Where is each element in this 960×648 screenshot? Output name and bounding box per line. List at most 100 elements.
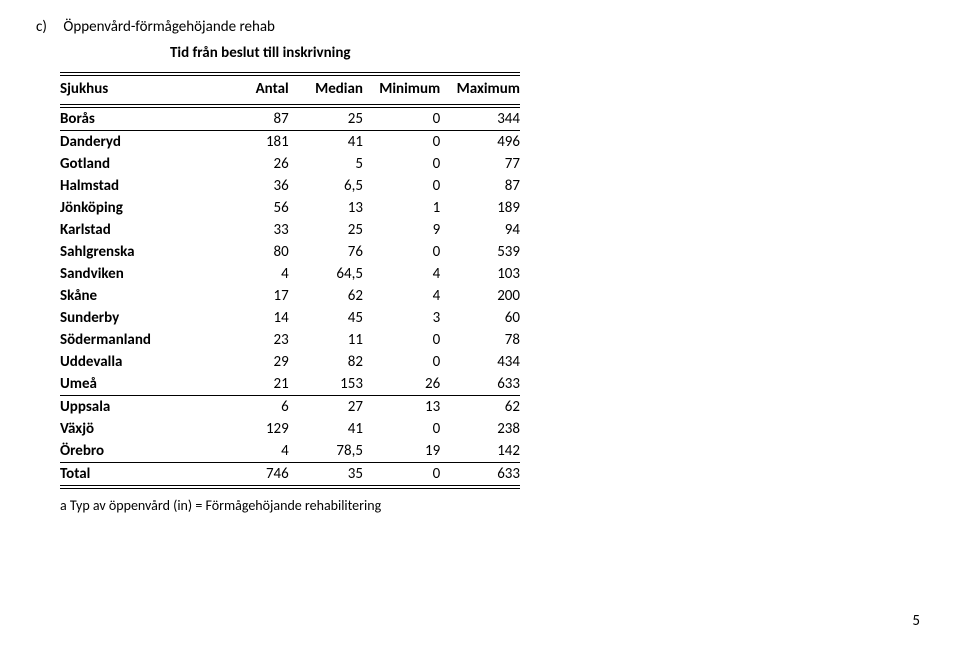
row-min: 0 — [363, 418, 440, 440]
row-min: 19 — [363, 440, 440, 462]
row-min: 0 — [363, 153, 440, 175]
row-antal: 56 — [215, 197, 289, 219]
col-maximum: Maximum — [440, 76, 520, 104]
row-label: Halmstad — [60, 175, 215, 197]
col-median: Median — [289, 76, 363, 104]
row-max: 77 — [440, 153, 520, 175]
row-antal: 21 — [215, 373, 289, 395]
row-antal: 33 — [215, 219, 289, 241]
table-row: Skåne17624200 — [60, 285, 520, 307]
row-label: Karlstad — [60, 219, 215, 241]
row-max: 78 — [440, 329, 520, 351]
row-label: Södermanland — [60, 329, 215, 351]
row-label: Skåne — [60, 285, 215, 307]
table-row: Örebro478,519142 — [60, 440, 520, 462]
row-median: 76 — [289, 241, 363, 263]
row-antal: 14 — [215, 307, 289, 329]
row-antal: 23 — [215, 329, 289, 351]
row-antal: 36 — [215, 175, 289, 197]
row-label: Uddevalla — [60, 351, 215, 373]
row-min: 0 — [363, 241, 440, 263]
table-row: Halmstad366,5087 — [60, 175, 520, 197]
row-label: Örebro — [60, 440, 215, 462]
table-row: Växjö129410238 — [60, 418, 520, 440]
table-row: Umeå2115326633 — [60, 373, 520, 395]
table-footnote: a Typ av öppenvård (in) = Förmågehöjande… — [60, 497, 900, 514]
row-max: 539 — [440, 241, 520, 263]
row-antal: 129 — [215, 418, 289, 440]
row-median: 27 — [289, 396, 363, 418]
row-label: Sahlgrenska — [60, 241, 215, 263]
table-row: Uddevalla29820434 — [60, 351, 520, 373]
table-body: Borås87250344Danderyd181410496Gotland265… — [60, 104, 520, 485]
row-median: 64,5 — [289, 263, 363, 285]
row-label: Sunderby — [60, 307, 215, 329]
total-median: 35 — [289, 463, 363, 485]
row-median: 25 — [289, 219, 363, 241]
row-label: Danderyd — [60, 131, 215, 153]
row-max: 200 — [440, 285, 520, 307]
row-min: 1 — [363, 197, 440, 219]
row-min: 13 — [363, 396, 440, 418]
table-total-row: Total746350633 — [60, 463, 520, 485]
row-min: 0 — [363, 131, 440, 153]
row-label: Borås — [60, 108, 215, 130]
table-row: Södermanland2311078 — [60, 329, 520, 351]
table-container: Sjukhus Antal Median Minimum Maximum Bor… — [60, 72, 520, 489]
row-median: 13 — [289, 197, 363, 219]
row-antal: 87 — [215, 108, 289, 130]
table-row: Borås87250344 — [60, 108, 520, 130]
row-antal: 29 — [215, 351, 289, 373]
row-antal: 80 — [215, 241, 289, 263]
row-label: Gotland — [60, 153, 215, 175]
row-min: 0 — [363, 108, 440, 130]
row-min: 9 — [363, 219, 440, 241]
rule-double-bottom — [60, 485, 520, 489]
total-max: 633 — [440, 463, 520, 485]
section-tag: c) — [36, 18, 60, 36]
table-title: Tid från beslut till inskrivning — [170, 44, 900, 62]
row-label: Umeå — [60, 373, 215, 395]
row-median: 41 — [289, 131, 363, 153]
table-row: Danderyd181410496 — [60, 131, 520, 153]
table-row: Sunderby1445360 — [60, 307, 520, 329]
row-label: Växjö — [60, 418, 215, 440]
section-heading: c) Öppenvård-förmågehöjande rehab — [36, 18, 900, 36]
row-max: 434 — [440, 351, 520, 373]
row-max: 94 — [440, 219, 520, 241]
row-antal: 4 — [215, 440, 289, 462]
row-min: 26 — [363, 373, 440, 395]
row-median: 41 — [289, 418, 363, 440]
row-label: Sandviken — [60, 263, 215, 285]
row-median: 45 — [289, 307, 363, 329]
row-antal: 26 — [215, 153, 289, 175]
row-median: 5 — [289, 153, 363, 175]
row-max: 60 — [440, 307, 520, 329]
row-label: Jönköping — [60, 197, 215, 219]
row-min: 0 — [363, 351, 440, 373]
row-max: 62 — [440, 396, 520, 418]
table-row: Sahlgrenska80760539 — [60, 241, 520, 263]
row-median: 11 — [289, 329, 363, 351]
total-antal: 746 — [215, 463, 289, 485]
total-label: Total — [60, 463, 215, 485]
row-min: 4 — [363, 263, 440, 285]
row-min: 0 — [363, 175, 440, 197]
row-median: 82 — [289, 351, 363, 373]
row-antal: 17 — [215, 285, 289, 307]
row-max: 87 — [440, 175, 520, 197]
table-row: Sandviken464,54103 — [60, 263, 520, 285]
table-row: Gotland265077 — [60, 153, 520, 175]
section-name: Öppenvård-förmågehöjande rehab — [63, 18, 275, 36]
row-median: 153 — [289, 373, 363, 395]
data-table: Sjukhus Antal Median Minimum Maximum Bor… — [60, 76, 520, 485]
row-antal: 4 — [215, 263, 289, 285]
col-minimum: Minimum — [363, 76, 440, 104]
row-max: 238 — [440, 418, 520, 440]
col-sjukhus: Sjukhus — [60, 76, 215, 104]
col-antal: Antal — [215, 76, 289, 104]
row-max: 142 — [440, 440, 520, 462]
row-median: 62 — [289, 285, 363, 307]
row-min: 3 — [363, 307, 440, 329]
row-min: 0 — [363, 329, 440, 351]
